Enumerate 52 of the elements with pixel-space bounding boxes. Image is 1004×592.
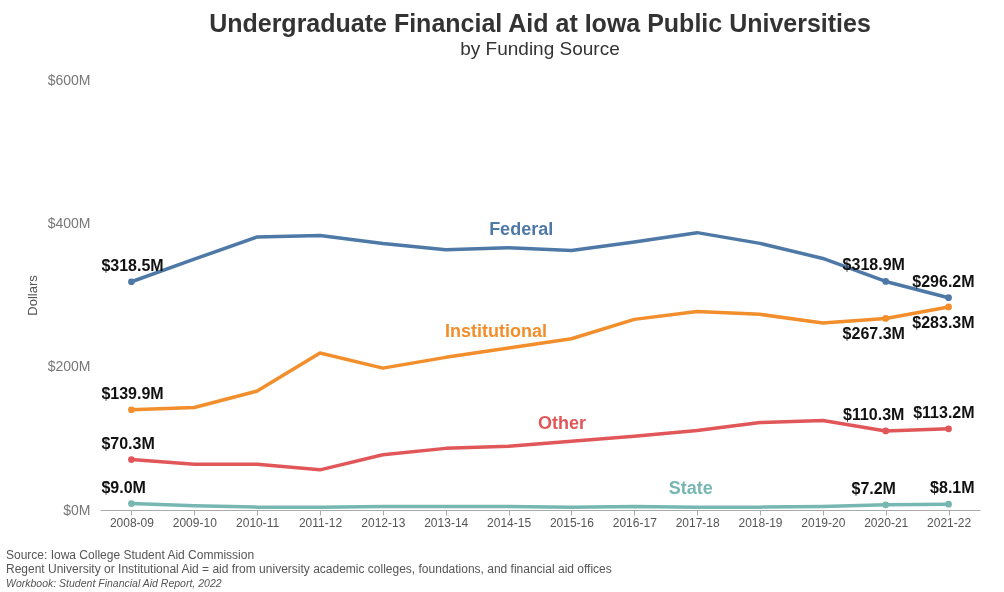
point [882,427,890,435]
data-label: $113.2M [913,403,975,421]
x-tick-label: 2020-21 [864,515,909,530]
data-label: $283.3M [912,313,975,331]
x-tick-label: 2012-13 [361,515,406,530]
source-note: Source: Iowa College Student Aid Commission [6,548,256,562]
data-label: $267.3M [842,325,905,343]
y-axis-title: Dollars [24,274,40,316]
y-tick-label: $400M [47,214,91,231]
series-label: Federal [489,219,554,240]
point [882,315,890,322]
point [128,278,135,286]
point [945,303,952,311]
data-label: $8.1M [930,479,975,497]
series-label: State [668,478,713,499]
x-tick-label: 2018-19 [738,515,783,530]
chart-subtitle: by Funding Source [460,38,620,59]
point [128,500,135,507]
x-tick-label: 2015-16 [549,515,595,530]
chart-title: Undergraduate Financial Aid at Iowa Public Universities [209,9,871,37]
x-tick-label: 2011-12 [298,515,343,530]
x-tick-label: 2019-20 [801,515,846,530]
point [945,500,952,508]
y-tick-label: $200M [47,358,91,375]
text: Regent University or Institutional Aid = aid from university academic colleges, foundations, and financial aid offices [6,562,612,576]
x-tick-label: 2008-09 [109,515,155,530]
data-label: $139.9M [101,384,164,402]
data-label: $70.3M [101,434,155,452]
point [945,425,952,433]
x-tick-label: 2017-18 [675,515,720,530]
data-label: $296.2M [912,272,975,290]
x-tick-label: 2016-17 [612,515,658,530]
x-tick-label: 2009-10 [172,515,218,530]
point [128,456,135,463]
data-label: $318.9M [842,256,905,274]
y-tick-label: $0M [63,501,91,518]
point [882,501,890,509]
text: Workbook: Student Financial Aid Report, 2022 [6,576,223,590]
point [945,294,952,302]
x-tick-label: 2013-14 [424,515,469,530]
x-tick-label: 2010-11 [236,515,280,530]
data-label: $9.0M [101,478,146,496]
series-label: Institutional [445,320,547,341]
series-label: Other [537,412,587,433]
y-tick-label: $600M [47,71,91,88]
x-tick-label: 2014-15 [487,515,532,530]
data-label: $110.3M [843,405,905,423]
point [882,278,890,285]
point [128,406,135,414]
data-label: $7.2M [851,479,896,497]
x-tick-label: 2021-22 [927,515,972,530]
data-label: $318.5M [101,256,164,274]
